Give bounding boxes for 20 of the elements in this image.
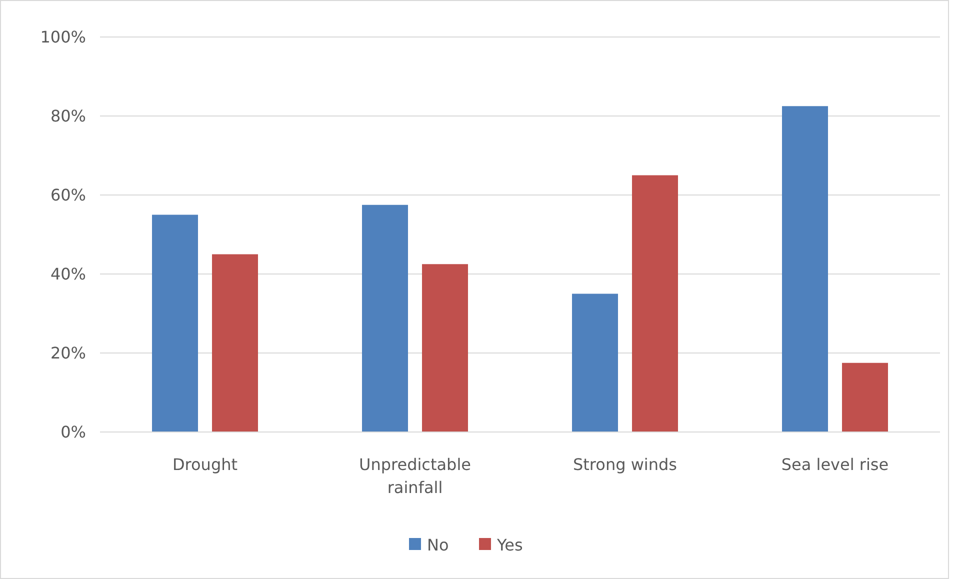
y-tick-label: 60% (50, 186, 86, 205)
y-tick-label: 0% (60, 422, 86, 442)
bar (422, 264, 468, 432)
x-tick-label: Unpredictable rainfall (359, 455, 471, 497)
bar (362, 204, 408, 432)
bar (782, 106, 828, 432)
bar (152, 214, 198, 432)
legend-label: No (427, 536, 449, 555)
bar (842, 362, 888, 432)
bar (572, 294, 618, 432)
x-tick-label: Drought (172, 455, 238, 474)
y-tick-label: 80% (50, 106, 86, 126)
y-tick-label: 100% (40, 28, 86, 47)
bar (632, 175, 678, 432)
y-tick-label: 20% (50, 344, 86, 363)
legend-label: Yes (496, 536, 523, 555)
x-tick-label: Sea level rise (781, 455, 889, 474)
x-tick-label: Strong winds (573, 455, 677, 474)
bar (212, 254, 258, 432)
y-tick-label: 40% (50, 264, 86, 284)
